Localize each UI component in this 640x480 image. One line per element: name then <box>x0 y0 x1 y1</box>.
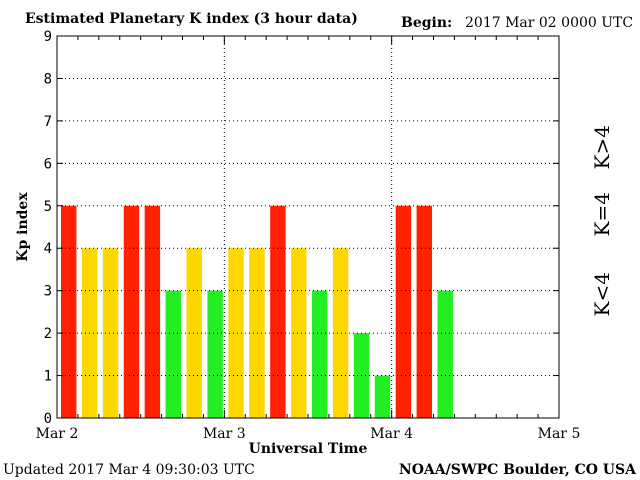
chart-title: Estimated Planetary K index (3 hour data… <box>25 11 358 27</box>
begin-value: 2017 Mar 02 0000 UTC <box>465 15 633 31</box>
kp-bar <box>102 248 119 418</box>
y-tick-label: 2 <box>44 326 52 342</box>
kp-bar <box>374 375 391 418</box>
legend-k-greater-4: K>4 <box>590 125 614 169</box>
kp-bar <box>186 248 202 418</box>
y-tick-label: 7 <box>44 114 52 130</box>
kp-bar <box>332 248 349 418</box>
x-axis-ticks: Mar 2 Mar 3 Mar 4 Mar 5 <box>36 36 581 442</box>
y-tick-label: 9 <box>44 29 52 45</box>
updated-timestamp: Updated 2017 Mar 4 09:30:03 UTC <box>3 462 255 478</box>
kp-bar <box>207 290 223 418</box>
bars-layer <box>61 205 453 418</box>
y-tick-label: 0 <box>44 411 52 427</box>
begin-label: Begin: <box>401 15 452 31</box>
kp-bar <box>312 290 328 418</box>
kp-bar <box>165 290 181 418</box>
kp-bar <box>228 248 244 418</box>
y-tick-label: 8 <box>44 71 52 87</box>
kp-bar <box>270 205 286 418</box>
x-tick-label: Mar 3 <box>203 426 246 442</box>
x-tick-label: Mar 4 <box>370 426 413 442</box>
y-axis-ticks: 0 1 2 3 4 5 6 7 8 9 <box>44 29 559 427</box>
y-tick-label: 5 <box>44 199 52 215</box>
source-credit: NOAA/SWPC Boulder, CO USA <box>399 462 637 478</box>
kp-bar <box>437 290 453 418</box>
x-axis-label: Universal Time <box>249 441 368 457</box>
y-tick-label: 1 <box>44 369 52 385</box>
legend-k-equal-4: K=4 <box>590 192 614 236</box>
y-tick-label: 4 <box>44 241 52 257</box>
x-tick-label: Mar 5 <box>538 426 581 442</box>
y-tick-label: 6 <box>44 156 52 172</box>
kp-bar <box>144 205 161 418</box>
kp-bar <box>123 205 140 418</box>
kp-bar <box>291 248 307 418</box>
kp-bar <box>395 205 412 418</box>
y-tick-label: 3 <box>44 284 52 300</box>
y-axis-label: Kp index <box>15 192 31 262</box>
legend-k-less-4: K<4 <box>590 272 614 316</box>
kp-bar <box>61 205 77 418</box>
kp-bar <box>416 205 432 418</box>
kp-bar <box>249 248 265 418</box>
x-tick-label: Mar 2 <box>36 426 79 442</box>
